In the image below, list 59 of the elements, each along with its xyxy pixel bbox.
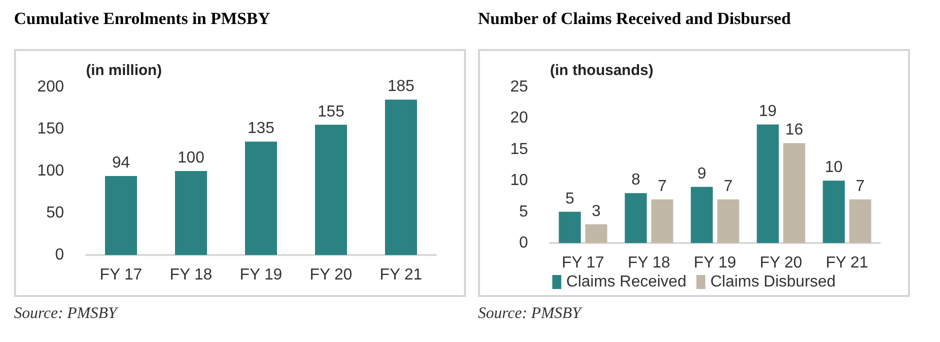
- y-tick-label: 100: [37, 162, 64, 180]
- x-tick-label: FY 19: [240, 266, 282, 284]
- bar: [651, 199, 674, 243]
- bar: [175, 171, 207, 255]
- data-label: 9: [697, 165, 706, 182]
- source-note: Source: PMSBY: [14, 305, 120, 323]
- bar: [558, 212, 581, 243]
- bar: [783, 143, 806, 243]
- x-tick-label: FY 21: [826, 254, 868, 272]
- x-tick-label: FY 17: [562, 254, 604, 272]
- data-label: 10: [824, 159, 843, 176]
- y-tick-label: 15: [510, 140, 528, 158]
- y-tick-label: 50: [46, 204, 64, 222]
- data-label: 7: [856, 178, 865, 195]
- chart-title: Number of Claims Received and Disbursed: [478, 9, 792, 30]
- x-tick-label: FY 20: [310, 266, 352, 284]
- bar: [245, 142, 277, 255]
- data-label: 185: [388, 78, 414, 96]
- y-tick-label: 0: [55, 246, 64, 264]
- bar: [624, 193, 647, 243]
- data-label: 16: [785, 122, 804, 139]
- bar: [756, 124, 779, 243]
- x-tick-label: FY 21: [380, 266, 422, 284]
- data-label: 94: [112, 154, 130, 172]
- x-tick-label: FY 20: [760, 254, 802, 272]
- data-label: 8: [631, 172, 640, 189]
- bar: [315, 124, 347, 255]
- bar: [717, 199, 740, 243]
- y-tick-label: 25: [510, 78, 528, 96]
- data-label: 100: [178, 150, 204, 166]
- bar: [690, 186, 713, 243]
- bar: [849, 199, 872, 243]
- y-tick-label: 20: [510, 110, 528, 127]
- y-tick-label: 5: [519, 203, 528, 220]
- legend-label: Claims Received: [566, 274, 686, 290]
- y-tick-label: 200: [37, 78, 64, 96]
- x-tick-label: FY 18: [170, 266, 212, 284]
- data-label: 19: [758, 102, 777, 120]
- data-label: 3: [592, 202, 601, 220]
- text: (in thousands): [550, 62, 654, 79]
- bar: [385, 100, 417, 255]
- data-label: 7: [724, 178, 733, 195]
- bar: [585, 224, 608, 243]
- x-tick-label: FY 19: [694, 254, 736, 272]
- data-label: 135: [248, 120, 274, 138]
- text: (in million): [86, 62, 162, 79]
- data-label: 7: [658, 178, 667, 195]
- data-label: 155: [318, 103, 344, 120]
- bar: [105, 176, 137, 255]
- source-note: Source: PMSBY: [478, 305, 584, 323]
- y-tick-label: 10: [510, 172, 528, 190]
- legend-label: Claims Disbursed: [710, 274, 836, 290]
- bar: [822, 180, 845, 243]
- chart-title: Cumulative Enrolments in PMSBY: [14, 9, 272, 30]
- x-tick-label: FY 18: [628, 254, 670, 272]
- y-tick-label: 0: [519, 234, 528, 252]
- data-label: 5: [565, 190, 574, 208]
- x-tick-label: FY 17: [100, 266, 142, 284]
- y-tick-label: 150: [37, 120, 64, 138]
